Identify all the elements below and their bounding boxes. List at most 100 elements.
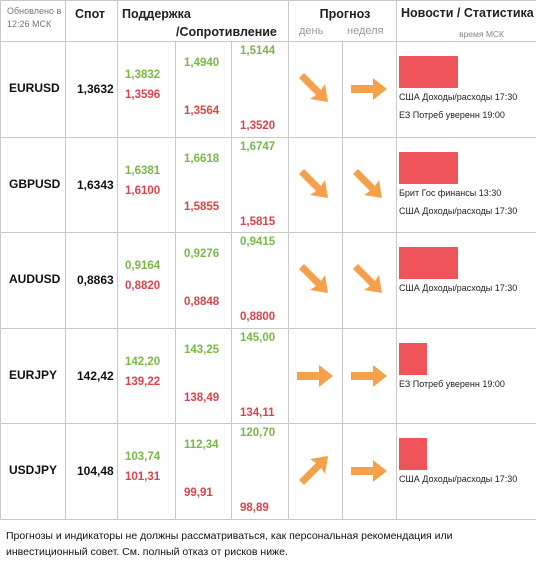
support-level-2: 112,34 [184, 439, 219, 452]
news-bar [399, 247, 458, 280]
resistance-level-1: 0,8820 [125, 280, 161, 293]
level1-cell: 142,20 139,22 [117, 327, 176, 425]
down-right-arrow-icon [299, 73, 329, 108]
pair-label: GBPUSD [9, 176, 61, 191]
spot-cell: 142,42 [65, 327, 118, 425]
resistance-level-3: 134,11 [240, 406, 275, 419]
level2-cell: 0,9276 0,8848 [175, 232, 232, 329]
down-right-arrow-icon [299, 264, 329, 299]
levels-header-cell: Поддержка /Сопротивление [116, 0, 290, 43]
pair-cell: EURJPY [0, 327, 66, 425]
support-level-3: 145,00 [240, 331, 276, 344]
level3-cell: 120,70 98,89 [230, 423, 290, 520]
table-row: EURUSD 1,3632 1,3832 1,3596 1,4940 1,3564 1,51… [0, 41, 536, 138]
spot-cell: 1,6343 [65, 136, 118, 234]
level1-cell: 1,6381 1,6100 [117, 136, 176, 234]
spot-cell: 104,48 [65, 423, 118, 520]
forecast-week-cell [342, 41, 398, 138]
spot-cell: 0,8863 [65, 232, 118, 329]
forecast-table: Обновлено в 12:26 МСК Спот Поддержка /Со… [0, 0, 536, 520]
support-level-3: 1,5144 [240, 45, 276, 58]
forecast-day-header: день [299, 25, 324, 37]
level3-cell: 0,9415 0,8800 [230, 232, 290, 329]
support-level-1: 1,3832 [125, 69, 161, 82]
support-level-3: 0,9415 [240, 236, 276, 249]
level3-cell: 1,6747 1,5815 [230, 136, 290, 234]
disclaimer-text: Прогнозы и индикаторы не должны рассматр… [6, 530, 453, 558]
news-bar [399, 151, 458, 184]
support-header: Поддержка [122, 7, 191, 21]
support-level-1: 103,74 [125, 451, 161, 464]
forecast-day-cell [288, 232, 344, 329]
resistance-level-2: 1,3564 [184, 105, 220, 118]
news-bar [399, 56, 458, 89]
level1-cell: 0,9164 0,8820 [117, 232, 176, 329]
support-level-1: 142,20 [125, 355, 161, 368]
news-cell: Брит Гос финансы 13:30 США Доходы/расходы… [396, 136, 536, 234]
forecast-day-cell [288, 136, 344, 234]
resistance-level-1: 139,22 [125, 375, 161, 388]
spot-cell: 1,3632 [65, 41, 118, 138]
resistance-level-2: 138,49 [184, 391, 220, 404]
down-right-arrow-icon [299, 168, 329, 204]
spot-value: 104,48 [77, 464, 114, 479]
header-row: Обновлено в 12:26 МСК Спот Поддержка /Со… [0, 0, 536, 43]
updated-label: Обновлено в 12:26 МСК [7, 6, 62, 29]
level2-cell: 143,25 138,49 [175, 327, 232, 425]
support-level-2: 0,9276 [184, 248, 220, 261]
forecast-week-cell [342, 232, 398, 329]
news-cell: США Доходы/расходы 17:30 ЕЗ Потреб уверен… [396, 41, 536, 138]
right-arrow-icon [297, 364, 334, 392]
forecast-day-cell [288, 41, 344, 138]
spot-value: 0,8863 [77, 273, 114, 288]
resistance-level-2: 0,8848 [184, 296, 220, 309]
news-cell: США Доходы/расходы 17:30 [396, 423, 536, 520]
spot-value: 1,3632 [77, 82, 114, 97]
support-level-2: 1,6618 [184, 152, 220, 165]
level2-cell: 1,4940 1,3564 [175, 41, 232, 138]
table-row: EURJPY 142,42 142,20 139,22 143,25 138,49 145,… [0, 327, 536, 425]
forecast-week-cell [342, 423, 398, 520]
news-bar [399, 438, 427, 471]
resistance-level-1: 101,31 [125, 471, 161, 484]
right-arrow-icon [351, 364, 388, 392]
news-item: США Доходы/расходы 17:30 [399, 205, 518, 216]
updated-cell: Обновлено в 12:26 МСК [0, 0, 66, 43]
pair-cell: AUDUSD [0, 232, 66, 329]
level2-cell: 112,34 99,91 [175, 423, 232, 520]
news-time-label: время МСК [459, 29, 505, 39]
down-right-arrow-icon [353, 264, 383, 299]
news-item: ЕЗ Потреб уверенн 19:00 [399, 378, 505, 389]
up-right-arrow-icon [299, 455, 329, 490]
resistance-level-3: 98,89 [240, 502, 269, 515]
pair-cell: GBPUSD [0, 136, 66, 234]
news-cell: США Доходы/расходы 17:30 [396, 232, 536, 329]
forecast-header: Прогноз [319, 7, 371, 21]
news-item: ЕЗ Потреб уверенн 19:00 [399, 110, 505, 121]
spot-value: 1,6343 [77, 177, 114, 192]
support-level-3: 1,6747 [240, 140, 276, 153]
forecast-day-cell [288, 423, 344, 520]
news-item: Брит Гос финансы 13:30 [399, 187, 502, 198]
spot-value: 142,42 [77, 368, 114, 383]
down-right-arrow-icon [353, 168, 383, 204]
resistance-level-3: 1,3520 [240, 120, 276, 133]
resistance-level-1: 1,6100 [125, 184, 161, 197]
level3-cell: 145,00 134,11 [230, 327, 290, 425]
forecast-header-cell: Прогноз день неделя [288, 0, 398, 43]
right-arrow-icon [351, 78, 388, 105]
pair-label: EURJPY [9, 367, 58, 382]
forecast-day-cell [288, 327, 344, 425]
table-row: GBPUSD 1,6343 1,6381 1,6100 1,6618 1,5855 1,67… [0, 136, 536, 234]
forecast-week-cell [342, 136, 398, 234]
news-bar [399, 342, 427, 375]
resistance-header: /Сопротивление [176, 25, 277, 39]
support-level-2: 143,25 [184, 343, 220, 356]
news-item: США Доходы/расходы 17:30 [399, 283, 518, 294]
support-level-2: 1,4940 [184, 57, 220, 70]
resistance-level-3: 1,5815 [240, 215, 276, 228]
spot-header: Спот [75, 7, 106, 21]
pair-cell: USDJPY [0, 423, 66, 520]
resistance-level-2: 1,5855 [184, 200, 220, 213]
resistance-level-1: 1,3596 [125, 89, 161, 102]
